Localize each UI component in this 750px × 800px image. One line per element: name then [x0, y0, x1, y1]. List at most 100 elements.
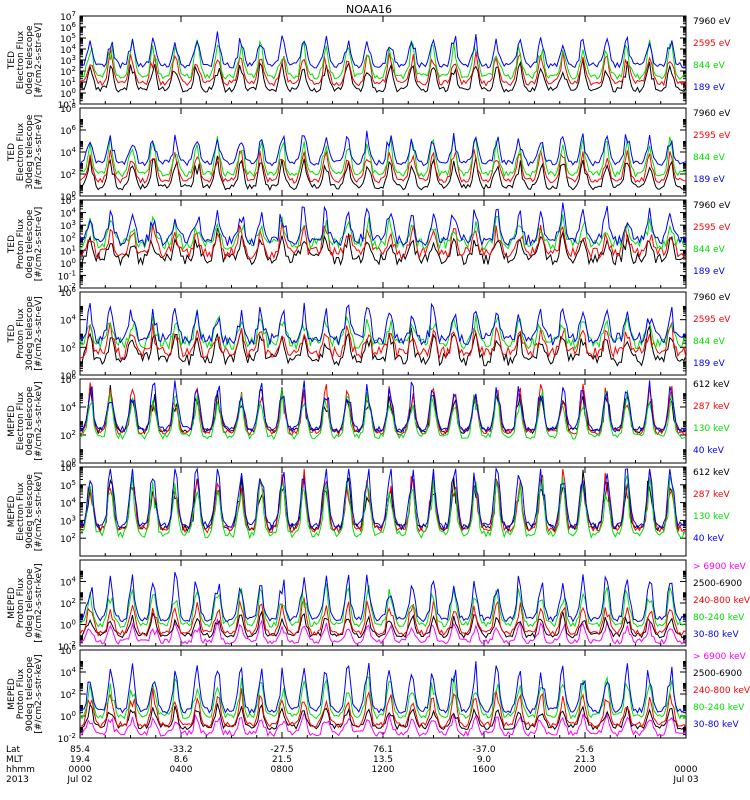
y-axis-label: TEDProton Flux30deg telescope[#/cm2-s-st…	[7, 296, 44, 371]
series-line	[79, 59, 687, 94]
ephemeris-row-label: MLT	[6, 755, 24, 765]
series-line	[79, 385, 687, 435]
y-tick-label: 100	[60, 257, 76, 270]
series-line	[79, 711, 687, 738]
y-tick-label: 106	[60, 644, 76, 657]
ephemeris-date: Jul 03	[672, 775, 698, 785]
series-line	[79, 661, 687, 715]
legend-entry: 189 eV	[693, 359, 726, 369]
legend-entry: 30-80 keV	[693, 720, 739, 730]
ephemeris-lat: -27.5	[270, 745, 293, 755]
legend-entry: 7960 eV	[693, 293, 731, 303]
series-line	[79, 474, 687, 540]
panel-2: 108 106 104 102 100 TEDElectron Flux30deg tel…	[7, 102, 731, 203]
ephemeris-mlt: 21.3	[575, 755, 595, 765]
y-tick-label: 102	[60, 597, 76, 610]
y-tick-label: 10-2	[58, 282, 76, 295]
series-line	[79, 675, 687, 720]
y-tick-label: 104	[60, 43, 76, 56]
ephemeris-time: 1600	[473, 765, 496, 775]
y-tick-label: 100	[60, 190, 76, 203]
figure-title: NOAA16	[346, 3, 392, 16]
ephemeris-mlt: 19.4	[70, 755, 90, 765]
legend-entry: 240-800 keV	[693, 596, 750, 606]
ephemeris-mlt: 13.5	[373, 755, 393, 765]
legend-entry: 7960 eV	[693, 109, 731, 119]
series-line	[79, 48, 687, 87]
legend-entry: 2595 eV	[693, 39, 731, 49]
legend-entry: 844 eV	[693, 245, 726, 255]
legend-entry: 189 eV	[693, 83, 726, 93]
y-tick-label: 102	[60, 65, 76, 78]
y-axis-label: TEDElectron Flux0deg telescope[#/cm2-s-s…	[7, 23, 44, 98]
series-line	[79, 596, 687, 637]
y-tick-label: 107	[60, 10, 76, 23]
y-tick-label: 100	[60, 710, 76, 723]
y-tick-label: 100	[60, 369, 76, 382]
ephemeris-row-label: 2013	[6, 775, 29, 785]
series-line	[79, 325, 687, 367]
y-tick-label: 104	[60, 146, 76, 159]
series-line	[79, 136, 687, 178]
series-line	[79, 389, 687, 441]
y-tick-label: 104	[60, 207, 76, 220]
y-tick-label: 10-2	[58, 640, 76, 653]
legend-entry: 40 keV	[693, 446, 725, 456]
y-tick-label: 104	[60, 497, 76, 510]
legend-entry: 844 eV	[693, 61, 726, 71]
legend-entry: 130 keV	[693, 512, 730, 522]
ephemeris-lat: 85.4	[70, 745, 90, 755]
legend-entry: 130 keV	[693, 424, 730, 434]
legend-entry: 80-240 keV	[693, 613, 745, 623]
legend-entry: 287 keV	[693, 490, 730, 500]
legend-entry: 80-240 keV	[693, 703, 745, 713]
y-tick-label: 108	[60, 102, 76, 115]
y-tick-label: 103	[60, 219, 76, 232]
ephemeris-lat: 76.1	[373, 745, 393, 755]
y-tick-label: 106	[60, 286, 76, 299]
legend-entry: 240-800 keV	[693, 686, 750, 696]
panel-5: 106 104 102 100 MEPEDElectron Flux0deg teles…	[7, 373, 730, 470]
legend-entry: 612 keV	[693, 380, 730, 390]
legend-entry: 612 keV	[693, 468, 730, 478]
y-tick-label: 100	[60, 87, 76, 100]
ephemeris-row-label: Lat	[6, 745, 21, 755]
legend-entry: 2500-6900	[693, 579, 742, 589]
y-tick-label: 104	[60, 401, 76, 414]
ephemeris-lat: -37.0	[472, 745, 496, 755]
series-line	[79, 148, 687, 185]
series-line	[79, 466, 687, 531]
y-tick-label: 106	[60, 461, 76, 474]
y-tick-label: 102	[60, 688, 76, 701]
series-line	[79, 155, 687, 192]
y-tick-label: 102	[60, 532, 76, 545]
y-axis-label: MEPEDElectron Flux0deg telescope[#/cm2-s…	[7, 381, 44, 460]
y-tick-label: 10-1	[58, 269, 76, 282]
ephemeris-lat: -33.2	[169, 745, 192, 755]
y-tick-label: 105	[60, 479, 76, 492]
ephemeris-time: 0000	[69, 765, 92, 775]
ephemeris-mlt: 9.0	[477, 755, 492, 765]
legend-entry: 844 eV	[693, 153, 726, 163]
series-line	[79, 31, 687, 70]
series-line	[79, 321, 687, 360]
series-line	[79, 38, 687, 81]
y-tick-label: 106	[60, 124, 76, 137]
ephemeris-mlt: 8.6	[174, 755, 189, 765]
legend-entry: 7960 eV	[693, 201, 731, 211]
y-axis-label: TEDElectron Flux30deg telescope[#/cm2-s-…	[7, 114, 44, 189]
series-line	[79, 130, 687, 167]
legend-entry: 2500-6900	[693, 669, 742, 679]
ephemeris-date: Jul 02	[66, 775, 92, 785]
legend-entry: 2595 eV	[693, 223, 731, 233]
y-axis-label: MEPEDProton Flux90deg telescope[#/cm2-s-…	[7, 654, 44, 733]
panel-4: 106 104 102 100 TEDProton Flux30deg telescop…	[7, 286, 731, 382]
panels-group: 10710610510410310210110010-1TEDElectron …	[7, 10, 750, 745]
series-line	[79, 380, 687, 434]
y-axis-label: MEPEDProton Flux0deg telescope[#/cm2-s-s…	[7, 563, 44, 642]
y-tick-label: 106	[60, 21, 76, 34]
y-tick-label: 104	[60, 666, 76, 679]
ephemeris-row-label: hhmm	[6, 765, 35, 775]
